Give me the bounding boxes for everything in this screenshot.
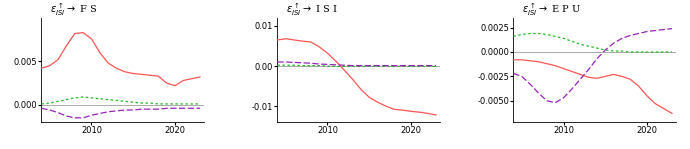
- Text: $\varepsilon_{ISI}^{\uparrow}$$\rightarrow$ E P U: $\varepsilon_{ISI}^{\uparrow}$$\rightarr…: [522, 1, 581, 18]
- Text: $\varepsilon_{ISI}^{\uparrow}$$\rightarrow$ I S I: $\varepsilon_{ISI}^{\uparrow}$$\rightarr…: [286, 1, 337, 18]
- Text: $\varepsilon_{ISI}^{\uparrow}$$\rightarrow$ F S: $\varepsilon_{ISI}^{\uparrow}$$\rightarr…: [50, 1, 97, 18]
